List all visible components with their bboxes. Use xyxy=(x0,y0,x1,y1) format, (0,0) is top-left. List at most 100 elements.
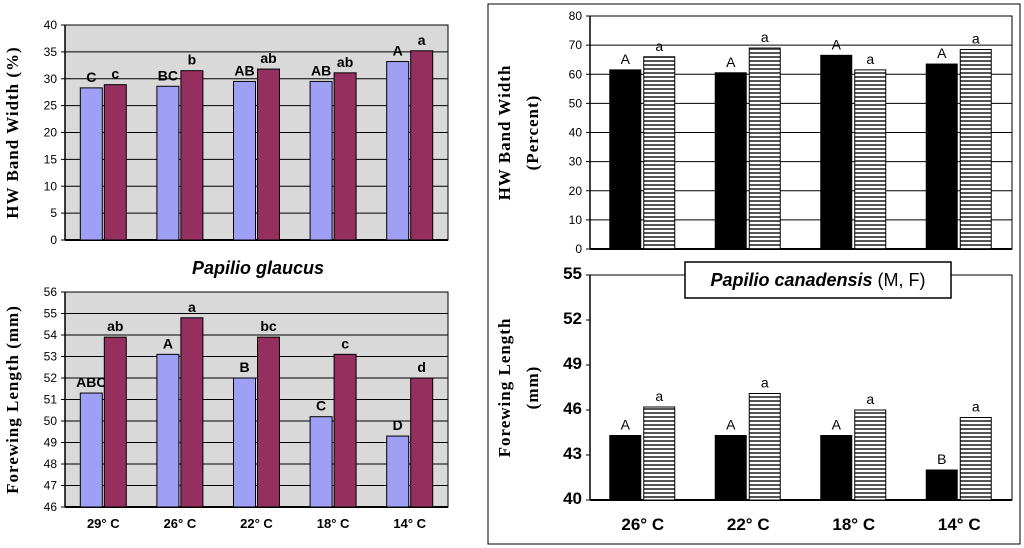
title-canadensis-name: Papilio canadensis xyxy=(710,270,872,290)
y-axis-label: Forewing Length xyxy=(495,318,514,458)
y-tick-label: 46 xyxy=(44,500,58,514)
y-tick-label: 30 xyxy=(569,155,583,169)
y-tick-label: 51 xyxy=(44,393,58,407)
y-tick-label: 0 xyxy=(50,233,57,247)
bar-female xyxy=(257,336,280,508)
chart-canadensis_fw: 40 43 46 49 52 55 Aa 26° C Aa 22° C Aa 18° C Ba 14° C… xyxy=(495,264,1013,534)
y-tick-label: 40 xyxy=(569,126,583,140)
significance-letter: ABC xyxy=(76,374,106,390)
bar-female xyxy=(180,317,204,508)
y-tick-label: 47 xyxy=(44,479,58,493)
title-canadensis: Papilio canadensis (M, F) xyxy=(710,270,925,290)
y-tick-label: 40 xyxy=(563,489,582,508)
significance-letter: A xyxy=(832,417,842,433)
bar-female xyxy=(180,70,204,241)
bar-male xyxy=(714,435,747,501)
bar-female xyxy=(748,393,781,501)
significance-letter: A xyxy=(832,36,842,52)
x-tick-label: 14° C xyxy=(938,515,981,534)
x-tick-label: 18° C xyxy=(832,515,875,534)
significance-letter: A xyxy=(393,43,403,59)
bar-female xyxy=(959,417,992,501)
chart-canadensis_hw: 0 10 20 30 40 50 60 70 80 Aa Aa Aa Aa HW Band Width (P… xyxy=(495,9,1013,256)
bar-male xyxy=(233,377,256,508)
y-tick-label: 43 xyxy=(563,444,582,463)
y-tick-label: 60 xyxy=(569,67,583,81)
significance-letter: D xyxy=(393,417,403,433)
y-tick-label: 10 xyxy=(44,179,58,193)
y-tick-label: 50 xyxy=(44,414,58,428)
significance-letter: A xyxy=(937,45,947,61)
significance-letter: a xyxy=(866,51,874,67)
y-tick-label: 25 xyxy=(44,99,58,113)
bar-male xyxy=(386,435,410,508)
right-panel-frame xyxy=(487,3,1021,545)
bar-female xyxy=(333,72,357,241)
bar-female xyxy=(103,336,127,508)
y-tick-label: 46 xyxy=(563,399,582,418)
bar-male xyxy=(309,416,333,508)
x-tick-label: 22° C xyxy=(727,515,770,534)
y-tick-label: 5 xyxy=(50,206,57,220)
significance-letter: a xyxy=(972,399,980,415)
bar-male xyxy=(156,85,180,241)
y-tick-label: 54 xyxy=(44,328,58,342)
bar-male xyxy=(609,435,642,501)
y-tick-label: 40 xyxy=(44,18,58,32)
y-tick-label: 30 xyxy=(44,72,58,86)
bar-male xyxy=(79,87,103,241)
x-tick-label: 22° C xyxy=(240,516,273,531)
significance-letter: A xyxy=(726,417,736,433)
y-tick-label: 52 xyxy=(563,309,582,328)
y-tick-label: 70 xyxy=(569,38,583,52)
significance-letter: a xyxy=(761,375,769,391)
y-tick-label: 53 xyxy=(44,350,58,364)
significance-letter: AB xyxy=(311,62,331,78)
significance-letter: b xyxy=(188,52,197,68)
significance-letter: c xyxy=(111,66,119,82)
bar-male xyxy=(156,353,180,508)
significance-letter: AB xyxy=(234,62,254,78)
x-tick-label: 18° C xyxy=(317,516,350,531)
significance-letter: a xyxy=(655,38,663,54)
y-axis-label-line2: (Percent) xyxy=(523,95,542,171)
significance-letter: A xyxy=(726,54,736,70)
chart-glaucus_hw: 0 5 10 15 20 25 30 35 40 C c BC b AB ab AB ab Aa HW Band W… xyxy=(3,18,449,247)
y-axis-label: HW Band Width (%) xyxy=(3,46,22,218)
y-tick-label: 20 xyxy=(44,126,58,140)
chart-glaucus_fw: 46 47 48 49 50 51 52 53 54 55 56 ABC ab 29° C Aa 26° C B… xyxy=(3,285,449,531)
title-glaucus: Papilio glaucus xyxy=(192,258,324,278)
significance-letter: a xyxy=(972,30,980,46)
y-tick-label: 56 xyxy=(44,285,58,299)
y-tick-label: 80 xyxy=(569,9,583,23)
bar-female xyxy=(333,353,357,508)
y-tick-label: 50 xyxy=(569,96,583,110)
significance-letter: A xyxy=(621,51,631,67)
bar-female xyxy=(410,50,434,241)
y-axis-label: Forewing Length (mm) xyxy=(3,305,22,494)
y-axis-label-line2: (mm) xyxy=(523,366,542,410)
x-tick-label: 26° C xyxy=(621,515,664,534)
significance-letter: c xyxy=(341,335,349,351)
bar-female xyxy=(959,48,992,250)
significance-letter: a xyxy=(188,299,196,315)
y-tick-label: 49 xyxy=(563,354,582,373)
bar-male xyxy=(714,72,747,250)
significance-letter: B xyxy=(239,359,249,375)
significance-letter: a xyxy=(418,32,426,48)
y-tick-label: 15 xyxy=(44,152,58,166)
y-tick-label: 55 xyxy=(44,307,58,321)
significance-letter: bc xyxy=(260,318,277,334)
bar-male xyxy=(609,69,642,250)
significance-letter: d xyxy=(417,359,426,375)
bar-male xyxy=(386,61,410,241)
bar-male xyxy=(820,54,853,250)
significance-letter: a xyxy=(655,388,663,404)
y-tick-label: 20 xyxy=(569,184,583,198)
y-tick-label: 35 xyxy=(44,45,58,59)
significance-letter: B xyxy=(937,451,946,467)
bar-male xyxy=(79,392,103,508)
significance-letter: ab xyxy=(337,54,353,70)
significance-letter: A xyxy=(163,335,173,351)
